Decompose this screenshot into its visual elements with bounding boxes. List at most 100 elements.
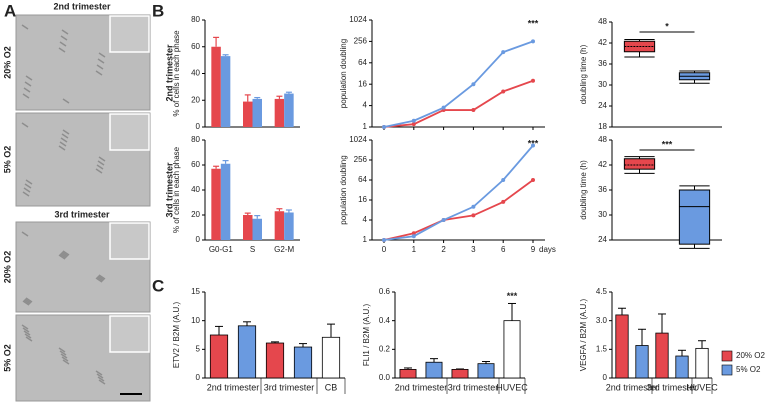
cell xyxy=(22,327,30,333)
group-label: HUVEC xyxy=(686,382,718,392)
legend-label: 20% O2 xyxy=(736,351,765,360)
box xyxy=(623,158,656,170)
cell xyxy=(25,297,33,303)
point xyxy=(471,204,476,209)
group-label: HUVEC xyxy=(496,382,528,392)
annotation: *** xyxy=(528,138,539,148)
bar xyxy=(211,168,221,240)
cell xyxy=(25,179,33,185)
legend-label: 5% O2 xyxy=(736,365,761,374)
y-tick-label: 0 xyxy=(196,122,201,131)
x-tick-label: S xyxy=(250,245,255,254)
point xyxy=(471,108,476,113)
cell xyxy=(21,324,29,330)
y-tick-label: 64 xyxy=(358,175,367,184)
point xyxy=(501,178,506,182)
cell xyxy=(58,47,66,53)
cell xyxy=(23,299,31,305)
y-axis-title: % of cells in each phase xyxy=(172,30,181,117)
x-tick-label: 0 xyxy=(382,245,387,254)
cell xyxy=(24,298,32,304)
bar xyxy=(237,325,257,379)
bar xyxy=(503,320,521,379)
section-title: 3rd trimester xyxy=(54,209,110,219)
y-tick-label: 3.0 xyxy=(596,316,608,325)
x-tick-label: G0-G1 xyxy=(209,245,234,254)
series-line xyxy=(383,144,534,241)
x-tick-label: 9 xyxy=(531,245,536,254)
bar xyxy=(615,314,629,379)
point xyxy=(501,89,506,94)
bar xyxy=(252,218,262,240)
cell xyxy=(22,191,30,197)
cell xyxy=(97,376,105,382)
y-tick-label: 60 xyxy=(191,42,200,51)
cell xyxy=(58,347,66,353)
point xyxy=(441,218,446,222)
cell xyxy=(98,274,106,280)
point xyxy=(531,39,535,44)
cell xyxy=(60,252,68,258)
cell xyxy=(21,231,29,237)
point xyxy=(501,199,506,204)
cell xyxy=(96,373,104,379)
y-tick-label: 15 xyxy=(191,287,200,296)
point xyxy=(411,234,416,239)
cell xyxy=(98,52,106,58)
point xyxy=(382,238,386,242)
series-line xyxy=(383,79,534,128)
point xyxy=(531,78,535,83)
cell xyxy=(98,156,106,162)
cell xyxy=(59,350,67,356)
x-axis-title: days xyxy=(539,245,556,254)
bar xyxy=(274,98,285,127)
annotation: *** xyxy=(528,18,539,28)
cell xyxy=(61,29,69,35)
cell xyxy=(96,164,104,170)
bar xyxy=(243,101,253,127)
cell xyxy=(59,141,67,147)
point xyxy=(531,143,535,148)
annotation: * xyxy=(665,21,669,31)
y-axis-title: population doubling xyxy=(339,155,348,224)
cell xyxy=(95,70,103,76)
y-tick-label: 10 xyxy=(191,316,200,325)
y-tick-label: 1 xyxy=(363,122,368,131)
cell xyxy=(98,379,106,385)
bar xyxy=(635,345,649,379)
y-tick-label: 0 xyxy=(196,235,201,244)
cell xyxy=(60,35,68,41)
cell xyxy=(24,183,32,189)
inset xyxy=(109,15,150,53)
y-tick-label: 4.5 xyxy=(596,287,608,296)
group-label: 3rd trimester xyxy=(264,382,315,392)
x-tick-label: G2-M xyxy=(274,245,294,254)
cell xyxy=(22,300,30,306)
cell xyxy=(25,336,33,342)
point xyxy=(501,50,506,55)
bar xyxy=(321,336,341,379)
group-label: 2nd trimester xyxy=(395,382,448,392)
y-tick-label: 256 xyxy=(354,37,368,46)
cell xyxy=(61,133,69,139)
y-axis-title: VEGFA / B2M (A.U.) xyxy=(579,298,588,371)
cell xyxy=(23,187,31,193)
y-tick-label: 24 xyxy=(598,101,607,110)
y-axis-title: doubling time (h) xyxy=(579,44,588,104)
bar xyxy=(425,361,443,379)
bar xyxy=(209,334,229,379)
y-tick-label: 80 xyxy=(191,15,200,24)
cell xyxy=(61,251,69,257)
cell xyxy=(95,277,103,283)
cell xyxy=(95,168,103,174)
x-tick-label: 2 xyxy=(441,245,446,254)
legend-swatch xyxy=(721,350,733,362)
cell xyxy=(60,353,68,359)
y-tick-label: 16 xyxy=(358,79,367,88)
point xyxy=(441,105,446,110)
x-tick-label: 3 xyxy=(471,245,476,254)
y-axis-title: doubling time (h) xyxy=(579,160,588,220)
panel-letter: B xyxy=(152,1,164,20)
y-tick-label: 0 xyxy=(196,373,201,382)
